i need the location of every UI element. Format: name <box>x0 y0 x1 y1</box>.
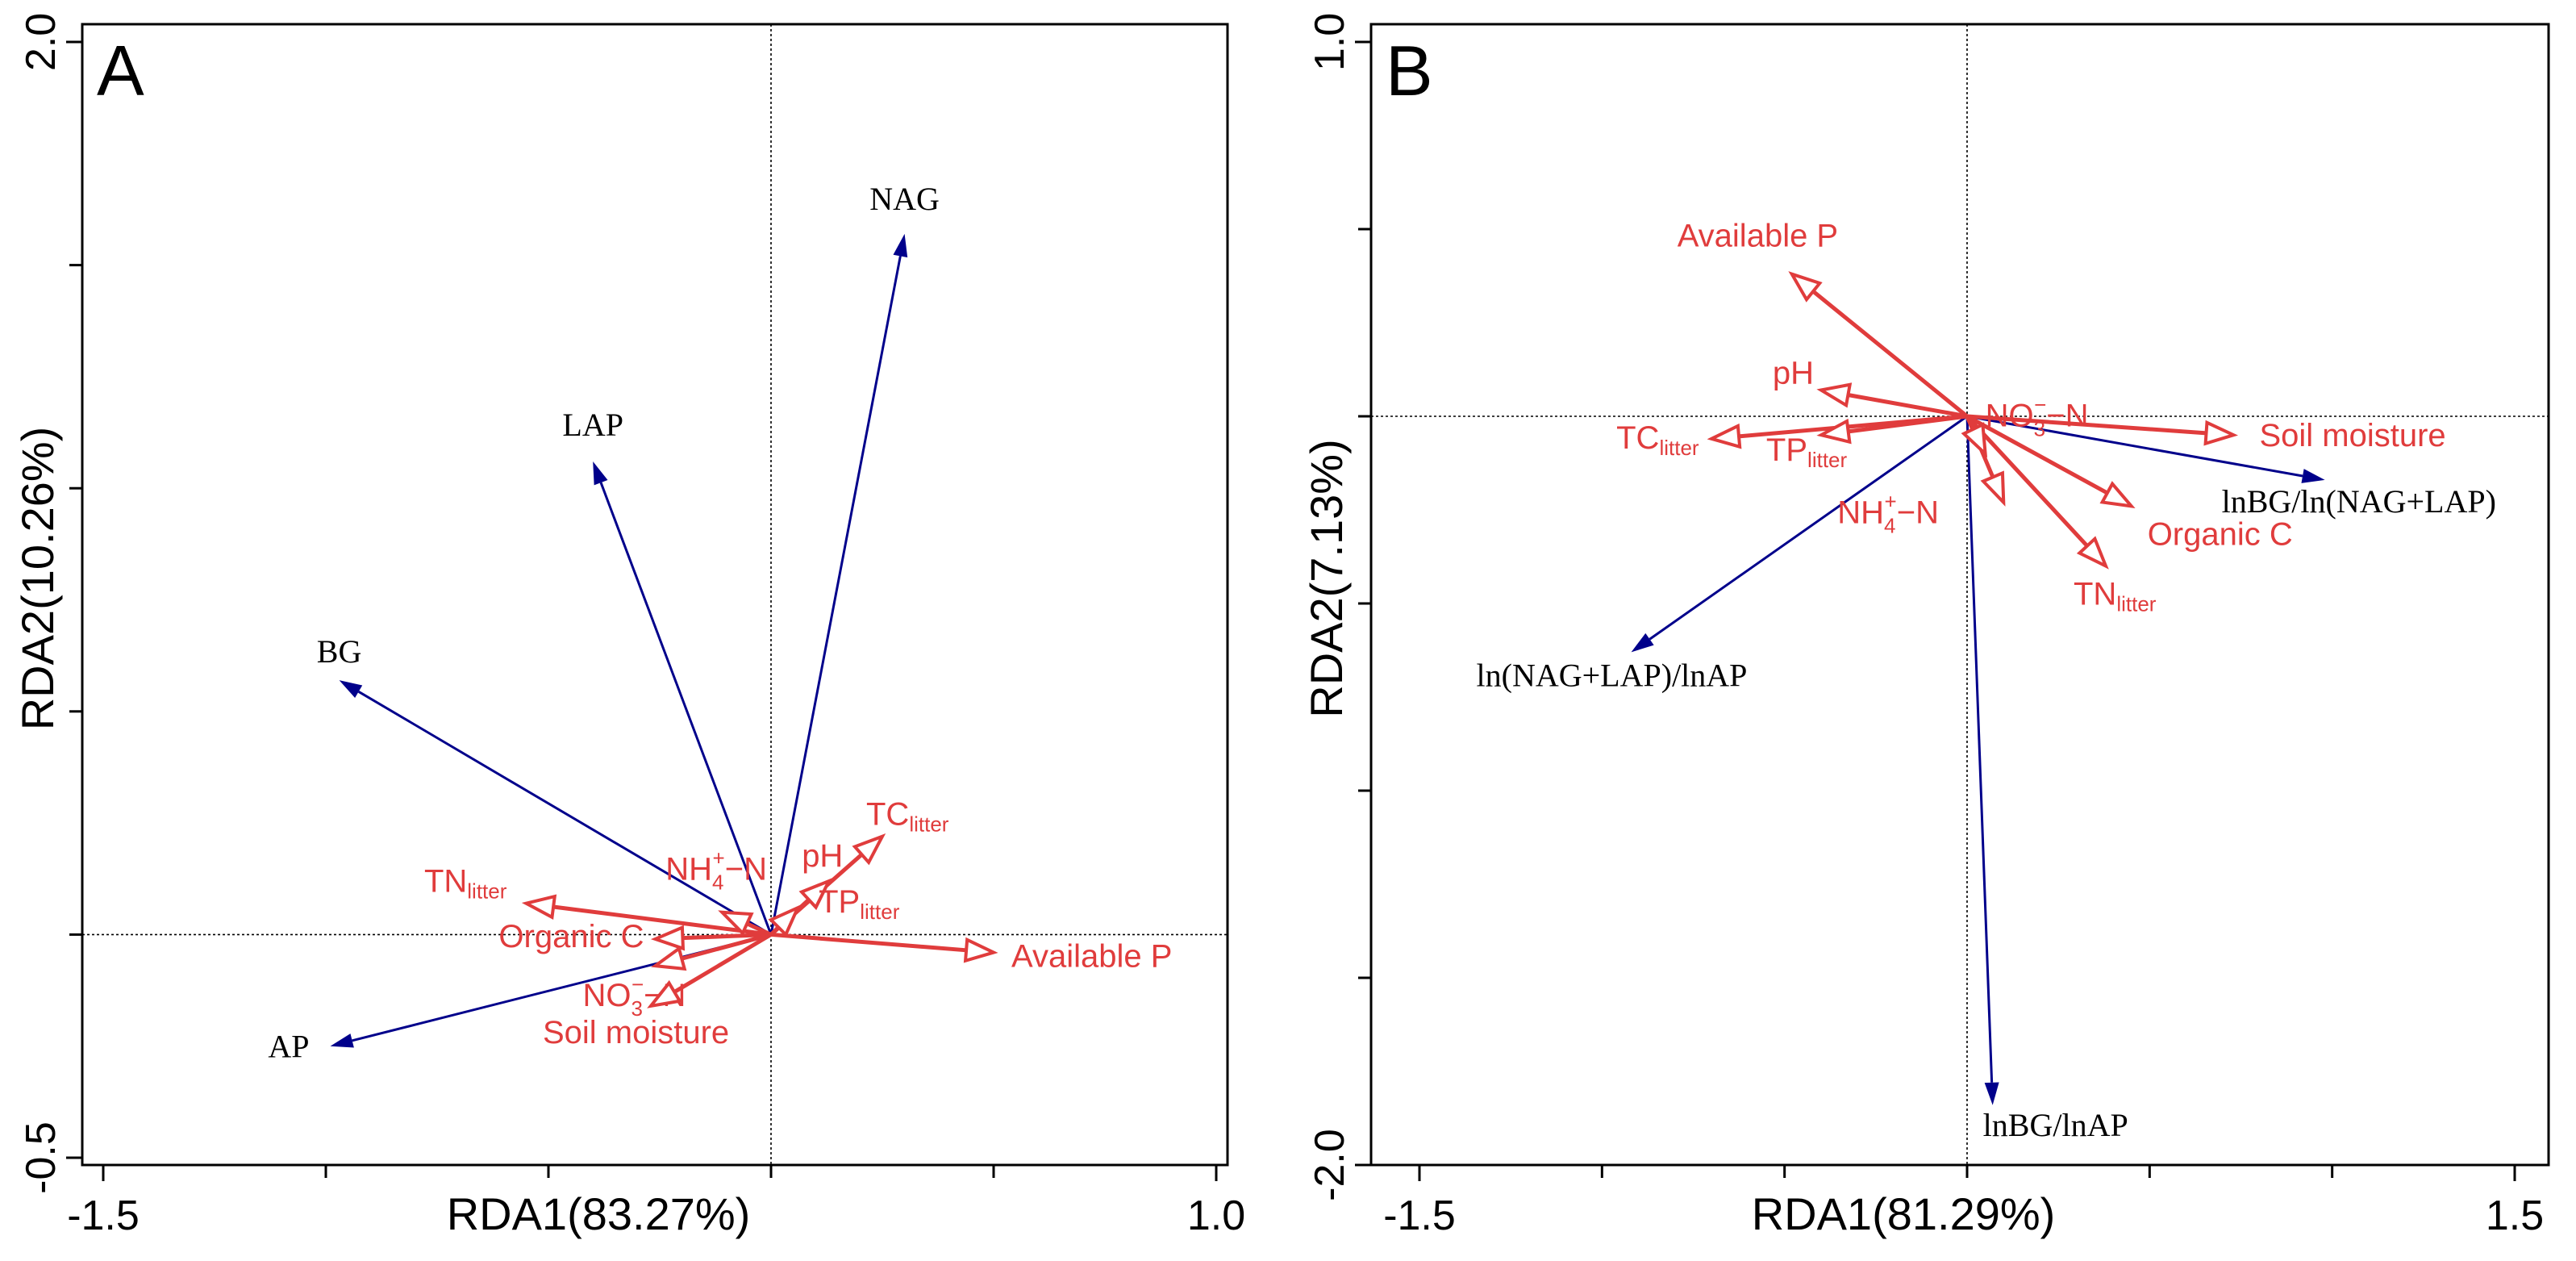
arrowhead-nh4-n <box>1980 470 2006 507</box>
vector-no3-n <box>1965 415 1975 430</box>
panel-a: -1.5 1.0 -0.5 2.0 RDA1(83.27%) RDA2(10.26%) A N… <box>12 13 1245 1239</box>
label-ap: AP <box>268 1029 309 1065</box>
vector-lnbg-lnap <box>1965 415 1994 1083</box>
arrowhead-organic-c <box>650 925 686 951</box>
label-tp: TPlitter <box>819 884 900 924</box>
label-tp: TPlitter <box>1766 432 1848 472</box>
vector-tp <box>1848 414 1968 434</box>
x-axis-title: RDA1(83.27%) <box>447 1188 751 1239</box>
arrowhead-ap <box>330 1033 354 1048</box>
y-axis-title: RDA2(7.13%) <box>1301 439 1352 717</box>
vector-bg <box>357 690 772 936</box>
vector-no3-n <box>681 932 772 961</box>
arrowhead-nh4-n <box>718 910 754 937</box>
arrowhead-lap <box>593 461 608 486</box>
arrowhead-ln-nag-lap-lnap <box>1631 633 1654 653</box>
arrowhead-no3-n <box>651 946 687 971</box>
arrowhead-no3-n <box>1961 422 1988 458</box>
arrowhead-available-p <box>963 937 998 963</box>
label-lap: LAP <box>562 407 623 443</box>
x-tick-label: -1.5 <box>67 1192 140 1239</box>
arrowhead-tp <box>768 904 802 937</box>
vector-lap <box>599 482 773 935</box>
label-lnbg-lnap: lnBG/lnAP <box>1983 1107 2128 1143</box>
arrowhead-lnbg-lnap <box>1984 1082 1999 1105</box>
plot-frame <box>81 23 1229 1167</box>
label-organic-c: Organic C <box>498 919 644 954</box>
vector-lnbg-ln-nag-lap <box>1966 415 2303 478</box>
label-nh4-n: NH4+−N <box>665 846 767 895</box>
plot-frame <box>1369 23 2550 1167</box>
vector-available-p <box>770 932 967 953</box>
y-axis-title: RDA2(10.26%) <box>12 427 63 731</box>
y-tick-label: 1.0 <box>1307 13 1353 71</box>
arrowhead-soil-moisture <box>2203 420 2239 446</box>
vector-nag <box>769 256 902 935</box>
label-tc: TClitter <box>866 797 949 837</box>
arrowhead-soil-moisture <box>647 979 683 1008</box>
label-lnbg-ln-nag-lap: lnBG/ln(NAG+LAP) <box>2222 483 2496 520</box>
label-ph: pH <box>1773 356 1814 391</box>
label-available-p: Available P <box>1678 219 1838 254</box>
label-ln-nag-lap-lnap: ln(NAG+LAP)/lnAP <box>1477 657 1748 693</box>
y-tick-label: 2.0 <box>18 13 65 71</box>
arrowhead-tn <box>2076 536 2109 570</box>
label-nag: NAG <box>869 181 940 217</box>
arrowhead-nag <box>893 233 908 258</box>
arrowhead-bg <box>339 680 363 699</box>
vector-organic-c <box>1965 414 2109 495</box>
arrowhead-tc <box>852 833 886 866</box>
label-soil-moisture: Soil moisture <box>2259 418 2445 453</box>
arrowhead-tp <box>1816 418 1852 445</box>
x-tick-label: 1.0 <box>1187 1192 1245 1239</box>
label-organic-c: Organic C <box>2148 516 2293 552</box>
label-no3-n: NO3−−N <box>1986 392 2089 441</box>
vector-tn <box>1965 415 2089 548</box>
label-nh4-n: NH4+−N <box>1837 490 1939 538</box>
arrowhead-organic-c <box>2099 481 2136 509</box>
label-tc: TClitter <box>1616 420 1699 460</box>
vector-available-p <box>1811 290 1969 418</box>
label-tn: TNlitter <box>2074 577 2157 616</box>
label-tn: TNlitter <box>424 864 507 904</box>
panel-label: A <box>97 31 144 111</box>
panel-label: B <box>1386 31 1433 111</box>
y-tick-label: -0.5 <box>18 1121 65 1194</box>
arrowhead-tn <box>521 894 557 921</box>
label-ph: pH <box>802 838 843 874</box>
label-bg: BG <box>317 633 362 670</box>
x-axis-title: RDA1(81.29%) <box>1752 1188 2056 1239</box>
vector-tn <box>552 904 772 937</box>
arrowhead-ph <box>798 878 832 911</box>
vector-soil-moisture <box>1966 414 2207 436</box>
vector-nh4-n <box>746 921 773 937</box>
label-soil-moisture: Soil moisture <box>543 1015 729 1050</box>
x-tick-label: -1.5 <box>1383 1192 1456 1239</box>
vector-ln-nag-lap-lnap <box>1649 415 1968 641</box>
vector-organic-c <box>682 932 772 941</box>
arrowhead-tc <box>1707 423 1742 449</box>
y-tick-label: -2.0 <box>1307 1129 1353 1201</box>
vector-soil-moisture <box>673 933 773 994</box>
vector-ph <box>1847 393 1968 419</box>
arrowhead-ph <box>1816 382 1853 408</box>
arrowhead-lnbg-ln-nag-lap <box>2301 469 2325 483</box>
label-available-p: Available P <box>1011 939 1172 975</box>
panel-b: -1.5 1.5 -2.0 1.0 RDA1(81.29%) RDA2(7.13%) Bln… <box>1301 13 2550 1239</box>
x-tick-label: 1.5 <box>2486 1192 2544 1239</box>
arrowhead-available-p <box>1788 271 1823 303</box>
